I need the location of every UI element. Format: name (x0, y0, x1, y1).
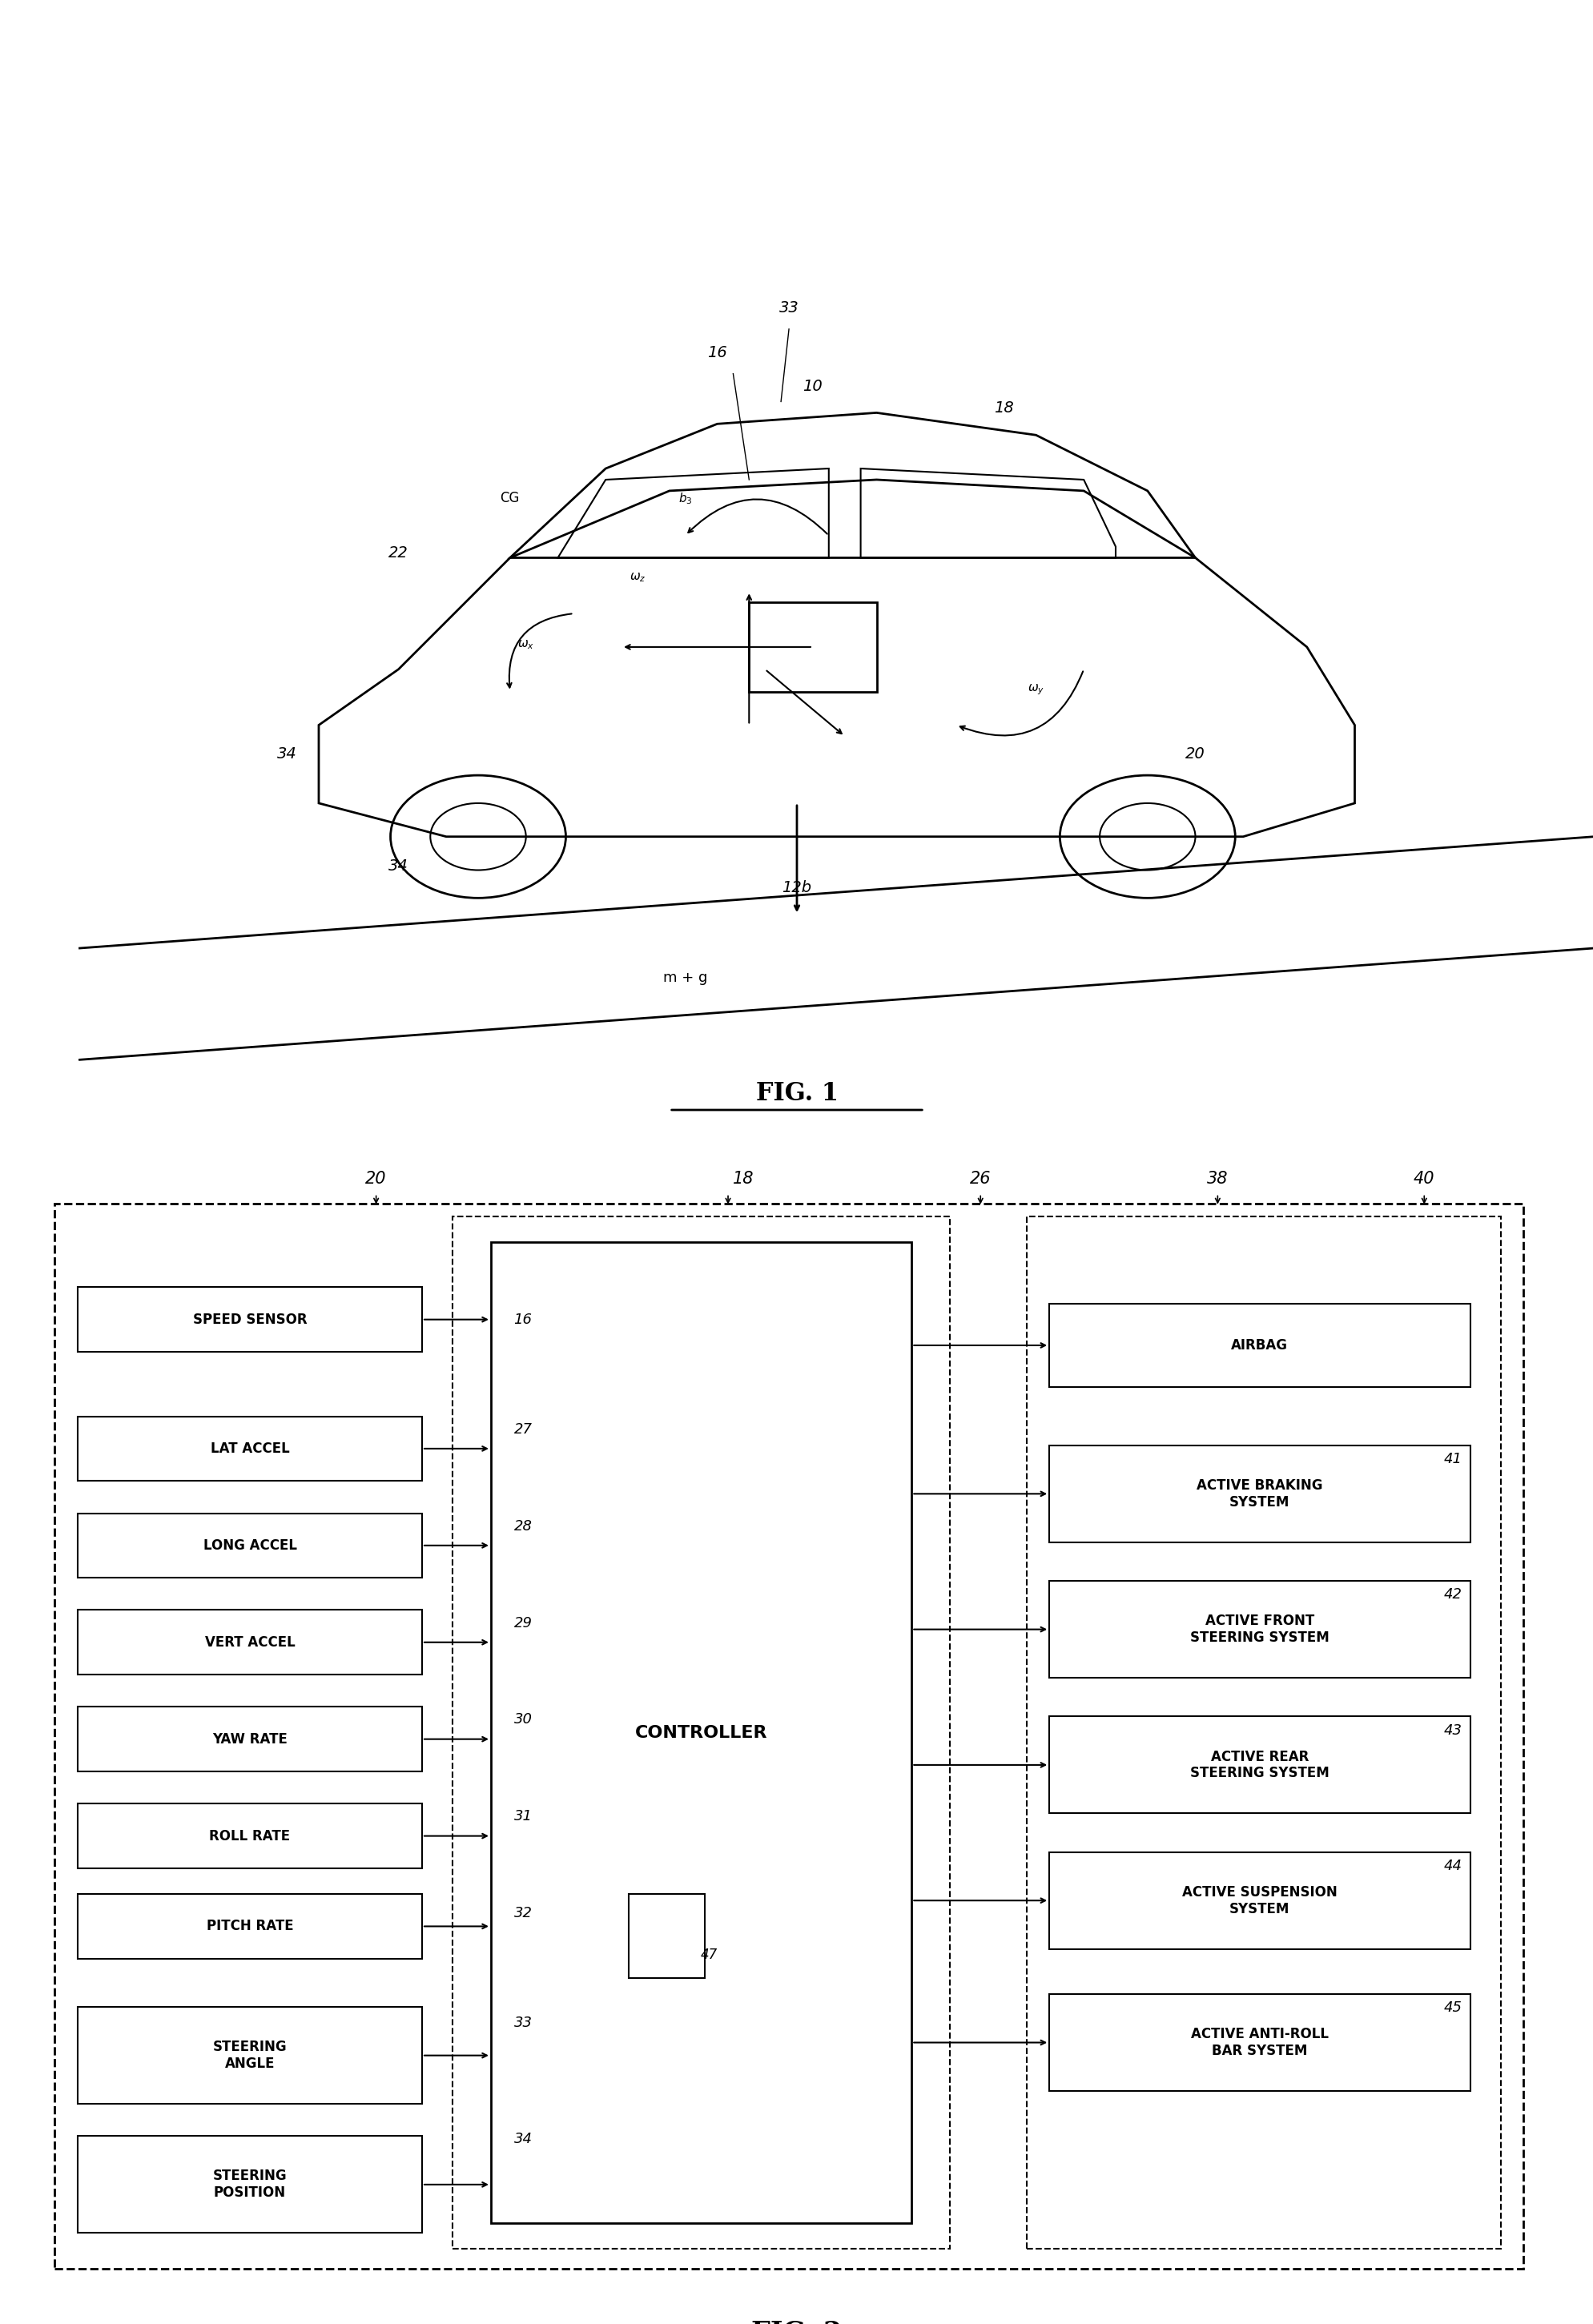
Text: 18: 18 (994, 400, 1013, 416)
Text: LAT ACCEL: LAT ACCEL (210, 1441, 290, 1455)
Text: 38: 38 (1206, 1171, 1228, 1188)
Text: STEERING
ANGLE: STEERING ANGLE (213, 2040, 287, 2071)
Text: 16: 16 (513, 1313, 532, 1327)
Text: ACTIVE FRONT
STEERING SYSTEM: ACTIVE FRONT STEERING SYSTEM (1190, 1613, 1329, 1645)
Text: ACTIVE REAR
STEERING SYSTEM: ACTIVE REAR STEERING SYSTEM (1190, 1750, 1329, 1780)
Text: 31: 31 (513, 1810, 532, 1824)
Text: 28: 28 (513, 1520, 532, 1534)
Text: 20: 20 (1185, 746, 1204, 762)
Text: $\omega_z$: $\omega_z$ (629, 572, 645, 583)
Text: 12b: 12b (782, 881, 811, 895)
FancyBboxPatch shape (78, 1894, 422, 1959)
Text: ACTIVE BRAKING
SYSTEM: ACTIVE BRAKING SYSTEM (1196, 1478, 1322, 1508)
Text: 16: 16 (707, 344, 726, 360)
Text: 45: 45 (1443, 2001, 1462, 2015)
FancyBboxPatch shape (78, 1287, 422, 1353)
Text: YAW RATE: YAW RATE (212, 1731, 287, 1745)
Text: ACTIVE SUSPENSION
SYSTEM: ACTIVE SUSPENSION SYSTEM (1182, 1885, 1337, 1915)
FancyBboxPatch shape (78, 2136, 422, 2233)
FancyBboxPatch shape (491, 1241, 911, 2224)
Text: 33: 33 (513, 2015, 532, 2031)
FancyBboxPatch shape (78, 1803, 422, 1868)
FancyBboxPatch shape (78, 1513, 422, 1578)
Text: $\omega_x$: $\omega_x$ (518, 639, 534, 651)
Text: PITCH RATE: PITCH RATE (207, 1920, 293, 1934)
FancyBboxPatch shape (1048, 1717, 1469, 1813)
Text: 33: 33 (779, 300, 798, 316)
Text: 47: 47 (699, 1948, 717, 1961)
FancyBboxPatch shape (1048, 1446, 1469, 1543)
FancyBboxPatch shape (78, 1706, 422, 1771)
Text: 22: 22 (389, 546, 408, 560)
Text: VERT ACCEL: VERT ACCEL (204, 1636, 295, 1650)
Text: 20: 20 (365, 1171, 387, 1188)
Text: 44: 44 (1443, 1859, 1462, 1873)
Text: AIRBAG: AIRBAG (1231, 1339, 1287, 1353)
Text: CONTROLLER: CONTROLLER (634, 1724, 768, 1741)
Text: 18: 18 (733, 1171, 753, 1188)
Text: FIG. 1: FIG. 1 (755, 1081, 838, 1106)
Text: 30: 30 (513, 1713, 532, 1727)
Text: 42: 42 (1443, 1587, 1462, 1601)
Text: ACTIVE ANTI-ROLL
BAR SYSTEM: ACTIVE ANTI-ROLL BAR SYSTEM (1190, 2027, 1329, 2059)
Text: 40: 40 (1413, 1171, 1434, 1188)
Text: 10: 10 (803, 379, 822, 393)
Text: 34: 34 (513, 2131, 532, 2147)
FancyBboxPatch shape (78, 1415, 422, 1480)
Text: LONG ACCEL: LONG ACCEL (202, 1538, 296, 1552)
Text: $b_3$: $b_3$ (679, 490, 691, 507)
Text: $\omega_y$: $\omega_y$ (1027, 683, 1043, 697)
Text: STEERING
POSITION: STEERING POSITION (213, 2168, 287, 2201)
Text: FIG. 2: FIG. 2 (752, 2319, 841, 2324)
Text: 34: 34 (389, 858, 408, 874)
FancyBboxPatch shape (1048, 1994, 1469, 2092)
Text: CG: CG (500, 490, 519, 504)
Bar (628, 1894, 704, 1978)
FancyBboxPatch shape (78, 2008, 422, 2103)
Text: 43: 43 (1443, 1722, 1462, 1738)
FancyBboxPatch shape (1048, 1580, 1469, 1678)
Bar (749, 602, 876, 693)
Text: 29: 29 (513, 1615, 532, 1629)
Text: 32: 32 (513, 1906, 532, 1920)
Text: SPEED SENSOR: SPEED SENSOR (193, 1313, 307, 1327)
Text: 27: 27 (513, 1422, 532, 1436)
FancyBboxPatch shape (1048, 1304, 1469, 1387)
FancyBboxPatch shape (78, 1611, 422, 1676)
FancyBboxPatch shape (1048, 1852, 1469, 1950)
Text: m + g: m + g (663, 971, 707, 985)
Text: 34: 34 (277, 746, 296, 762)
Text: ROLL RATE: ROLL RATE (209, 1829, 290, 1843)
Text: 41: 41 (1443, 1452, 1462, 1466)
Text: 26: 26 (970, 1171, 991, 1188)
